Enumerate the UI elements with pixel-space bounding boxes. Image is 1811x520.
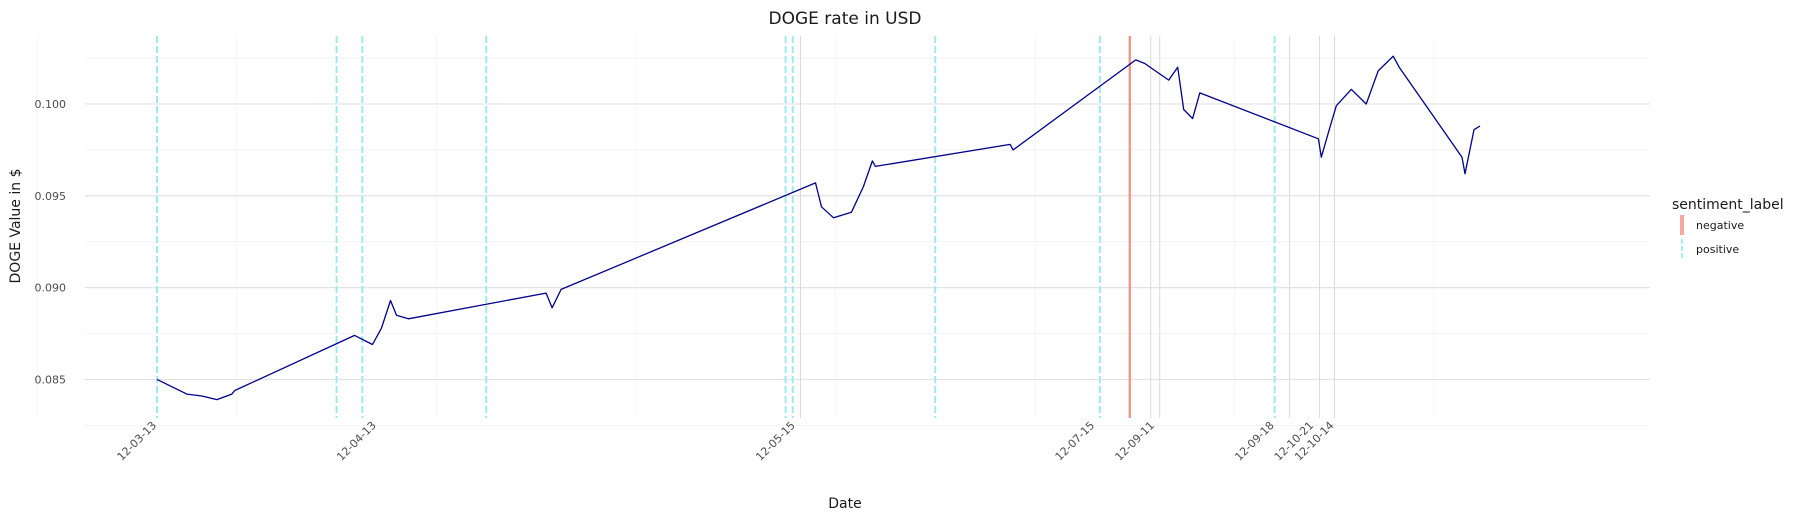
legend-label-positive: positive: [1696, 243, 1739, 256]
y-tick-label: 0.085: [35, 373, 67, 386]
doge-price-series: [156, 55, 1481, 401]
legend-label-negative: negative: [1696, 219, 1744, 232]
minor-gridlines-x: [36, 36, 1435, 418]
y-axis-title: DOGE Value in $: [8, 169, 24, 284]
y-tick-label: 0.095: [35, 190, 67, 203]
x-axis-title: Date: [828, 496, 861, 512]
plot-panel: [36, 36, 1650, 426]
legend-entries: negative positive: [1680, 215, 1744, 259]
y-tick-label: 0.100: [35, 98, 67, 111]
chart-title: DOGE rate in USD: [769, 9, 922, 29]
legend-title: sentiment_label: [1672, 197, 1784, 213]
y-tick-label: 0.090: [35, 282, 67, 295]
y-axis-ticks: 0.085 0.090 0.095 0.100: [35, 98, 67, 386]
major-gridlines: [85, 103, 1650, 381]
minor-gridlines-y: [85, 57, 1650, 426]
sentiment-vlines: [156, 36, 1336, 418]
legend: sentiment_label negative positive: [1672, 197, 1784, 259]
